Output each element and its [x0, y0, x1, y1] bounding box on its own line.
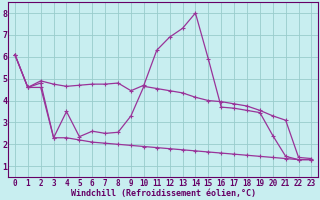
X-axis label: Windchill (Refroidissement éolien,°C): Windchill (Refroidissement éolien,°C) [71, 189, 256, 198]
